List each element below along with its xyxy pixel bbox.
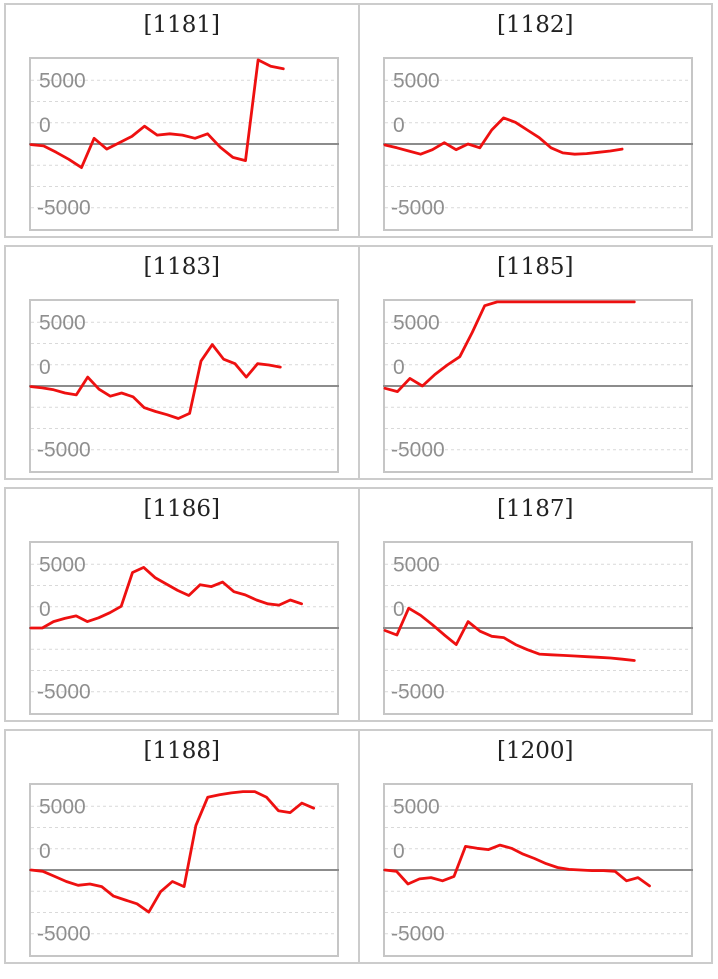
- chart-panel: [1181] 5000 0 -5000: [6, 5, 358, 236]
- svg-text:0: 0: [39, 598, 51, 621]
- line-chart: 5000 0 -5000: [29, 783, 339, 957]
- svg-text:5000: 5000: [393, 795, 440, 818]
- svg-text:-5000: -5000: [37, 923, 91, 946]
- chart-panel: [1185] 5000 0 -5000: [357, 247, 712, 478]
- svg-text:0: 0: [393, 356, 405, 379]
- svg-text:0: 0: [393, 114, 405, 137]
- chart-title: [1182]: [497, 12, 574, 38]
- chart-title: [1185]: [497, 254, 574, 280]
- line-chart: 5000 0 -5000: [29, 541, 339, 715]
- chart-row: [1186] 5000 0 -5000 [1187] 5000 0 -5000: [4, 487, 713, 722]
- svg-text:5000: 5000: [39, 795, 86, 818]
- svg-text:5000: 5000: [39, 69, 86, 92]
- chart-title: [1183]: [143, 254, 220, 280]
- svg-text:-5000: -5000: [391, 923, 445, 946]
- chart-panel: [1188] 5000 0 -5000: [6, 731, 358, 962]
- svg-text:0: 0: [39, 114, 51, 137]
- svg-text:0: 0: [39, 840, 51, 863]
- svg-text:-5000: -5000: [391, 439, 445, 462]
- svg-text:5000: 5000: [39, 311, 86, 334]
- chart-row: [1183] 5000 0 -5000 [1185] 5000 0 -5000: [4, 245, 713, 480]
- line-chart: 5000 0 -5000: [382, 783, 693, 957]
- svg-text:5000: 5000: [393, 311, 440, 334]
- chart-row: [1188] 5000 0 -5000 [1200] 5000 0 -5000: [4, 729, 713, 964]
- svg-text:5000: 5000: [393, 553, 440, 576]
- svg-text:5000: 5000: [39, 553, 86, 576]
- line-chart: 5000 0 -5000: [382, 299, 693, 473]
- svg-text:-5000: -5000: [37, 681, 91, 704]
- chart-row: [1181] 5000 0 -5000 [1182] 5000 0 -5000: [4, 3, 713, 238]
- chart-panel: [1183] 5000 0 -5000: [6, 247, 358, 478]
- svg-text:0: 0: [39, 356, 51, 379]
- line-chart: 5000 0 -5000: [29, 299, 339, 473]
- chart-title: [1188]: [143, 738, 220, 764]
- chart-panel: [1187] 5000 0 -5000: [357, 489, 712, 720]
- line-chart: 5000 0 -5000: [382, 57, 693, 231]
- svg-text:-5000: -5000: [37, 439, 91, 462]
- chart-title: [1181]: [143, 12, 220, 38]
- chart-panel: [1182] 5000 0 -5000: [357, 5, 712, 236]
- chart-title: [1187]: [497, 496, 574, 522]
- chart-panel: [1186] 5000 0 -5000: [6, 489, 358, 720]
- line-chart: 5000 0 -5000: [382, 541, 693, 715]
- svg-text:-5000: -5000: [391, 681, 445, 704]
- chart-title: [1200]: [497, 738, 574, 764]
- chart-title: [1186]: [143, 496, 220, 522]
- svg-text:0: 0: [393, 840, 405, 863]
- chart-panel: [1200] 5000 0 -5000: [357, 731, 712, 962]
- svg-text:-5000: -5000: [37, 197, 91, 220]
- svg-text:0: 0: [393, 598, 405, 621]
- svg-text:-5000: -5000: [391, 197, 445, 220]
- line-chart: 5000 0 -5000: [29, 57, 339, 231]
- svg-text:5000: 5000: [393, 69, 440, 92]
